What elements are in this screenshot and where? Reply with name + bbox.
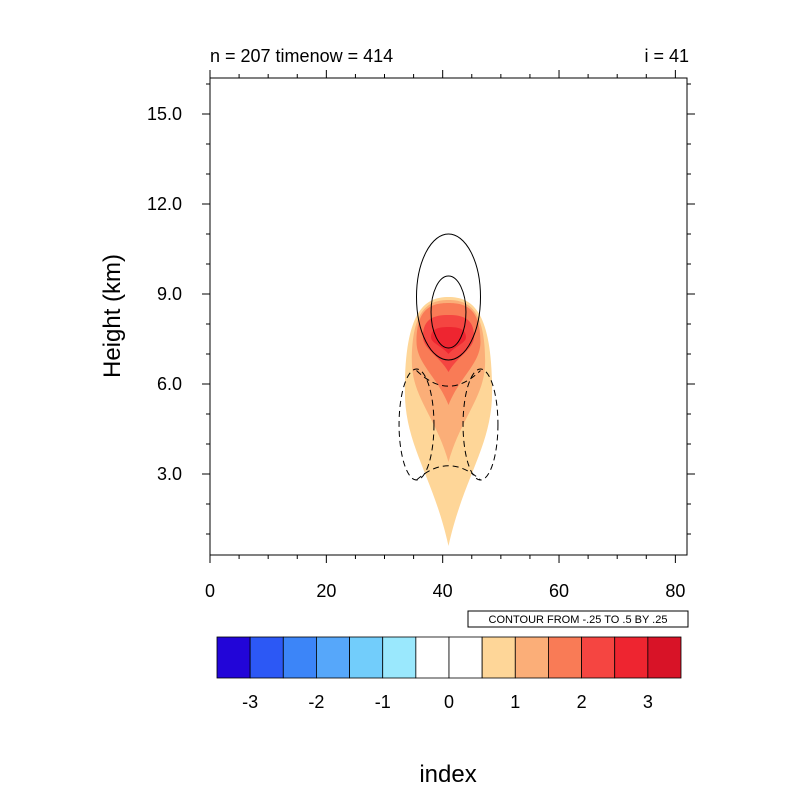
- x-tick-label: 0: [205, 581, 215, 601]
- colorbar-box: [647, 636, 682, 679]
- colorbar-tick-label: 2: [577, 692, 587, 712]
- filled-contour-field: [404, 297, 493, 546]
- title-left: n = 207 timenow = 414: [210, 46, 393, 66]
- x-tick-label: 40: [433, 581, 453, 601]
- colorbar-tick-label: -2: [308, 692, 324, 712]
- colorbar-tick-label: 1: [510, 692, 520, 712]
- y-tick-label: 3.0: [157, 464, 182, 484]
- y-tick-label: 12.0: [147, 194, 182, 214]
- colorbar-box: [614, 636, 649, 679]
- fill-level-2_5: [431, 327, 466, 354]
- colorbar-box: [481, 636, 516, 679]
- contour-line-0: [416, 233, 481, 361]
- contour-info-frame: [467, 610, 689, 628]
- colorbar-box: [249, 636, 284, 679]
- colorbar-box: [282, 636, 317, 679]
- colorbar-tick-label: 0: [444, 692, 454, 712]
- y-tick-label: 9.0: [157, 284, 182, 304]
- axis-ticks: 0 20 40 60 80 3.0 6.0 9.0 12.0 15.0: [147, 70, 695, 601]
- colorbar-box: [349, 636, 384, 679]
- line-contours: [398, 233, 499, 481]
- colorbar-box: [514, 636, 549, 679]
- contour-line-5: [416, 370, 481, 387]
- x-tick-label: 80: [665, 581, 685, 601]
- y-axis-label: Height (km): [99, 254, 126, 378]
- colorbar-tick-label: -1: [375, 692, 391, 712]
- plot-frame: [209, 77, 688, 556]
- colorbar-box: [581, 636, 616, 679]
- colorbar-tick-label: -3: [242, 692, 258, 712]
- colorbar-box: [316, 636, 350, 679]
- colorbar: -3 -2 -1 0 1 2 3: [216, 636, 682, 712]
- colorbar-box: [548, 636, 582, 679]
- x-tick-label: 20: [316, 581, 336, 601]
- contour-line-1: [430, 275, 467, 349]
- contour-info-box: CONTOUR FROM -.25 TO .5 BY .25: [467, 610, 689, 628]
- contour-line-4: [416, 465, 481, 481]
- colorbar-box: [448, 636, 483, 679]
- y-tick-label: 6.0: [157, 374, 182, 394]
- colorbar-box: [216, 636, 251, 679]
- colorbar-label: index: [419, 761, 476, 788]
- colorbar-box: [382, 636, 417, 679]
- title-right: i = 41: [644, 46, 689, 66]
- y-tick-label: 15.0: [147, 104, 182, 124]
- x-tick-label: 60: [549, 581, 569, 601]
- colorbar-tick-label: 3: [643, 692, 653, 712]
- contour-info-text: CONTOUR FROM -.25 TO .5 BY .25: [489, 614, 668, 626]
- colorbar-box: [415, 636, 450, 679]
